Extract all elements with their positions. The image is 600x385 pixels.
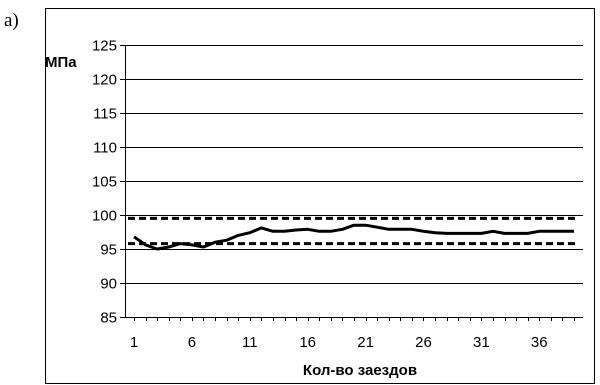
x-axis-label: Кол-во заездов [303,362,417,379]
y-tick-label: 115 [93,106,117,123]
panel-label: а) [4,10,19,31]
axes [120,45,583,321]
x-tick-label: 36 [531,334,548,351]
y-tick-labels: 85 90 95 100 105 110 115 120 125 [92,38,117,327]
y-axis-label: МПа [45,54,77,71]
x-tick-label: 16 [299,334,316,351]
x-tick-label: 1 [130,334,138,351]
grid-lines [125,45,583,284]
y-tick-label: 95 [100,242,117,259]
y-tick-label: 100 [92,208,117,225]
y-tick-label: 110 [93,140,117,157]
x-tick-label: 11 [242,334,258,351]
x-tick-label: 21 [357,334,374,351]
x-tick-labels: 1 6 11 16 21 26 31 36 [130,334,548,351]
chart-frame [45,8,595,384]
x-tick-label: 26 [415,334,432,351]
y-tick-label: 90 [100,276,117,293]
series-group [128,216,579,251]
y-tick-label: 85 [100,310,117,327]
y-tick-label: 125 [92,38,117,55]
x-tick-label: 31 [473,334,490,351]
y-tick-label: 120 [92,72,117,89]
y-tick-label: 105 [92,174,117,191]
x-tick-label: 6 [188,334,196,351]
data-series-line [133,223,574,251]
